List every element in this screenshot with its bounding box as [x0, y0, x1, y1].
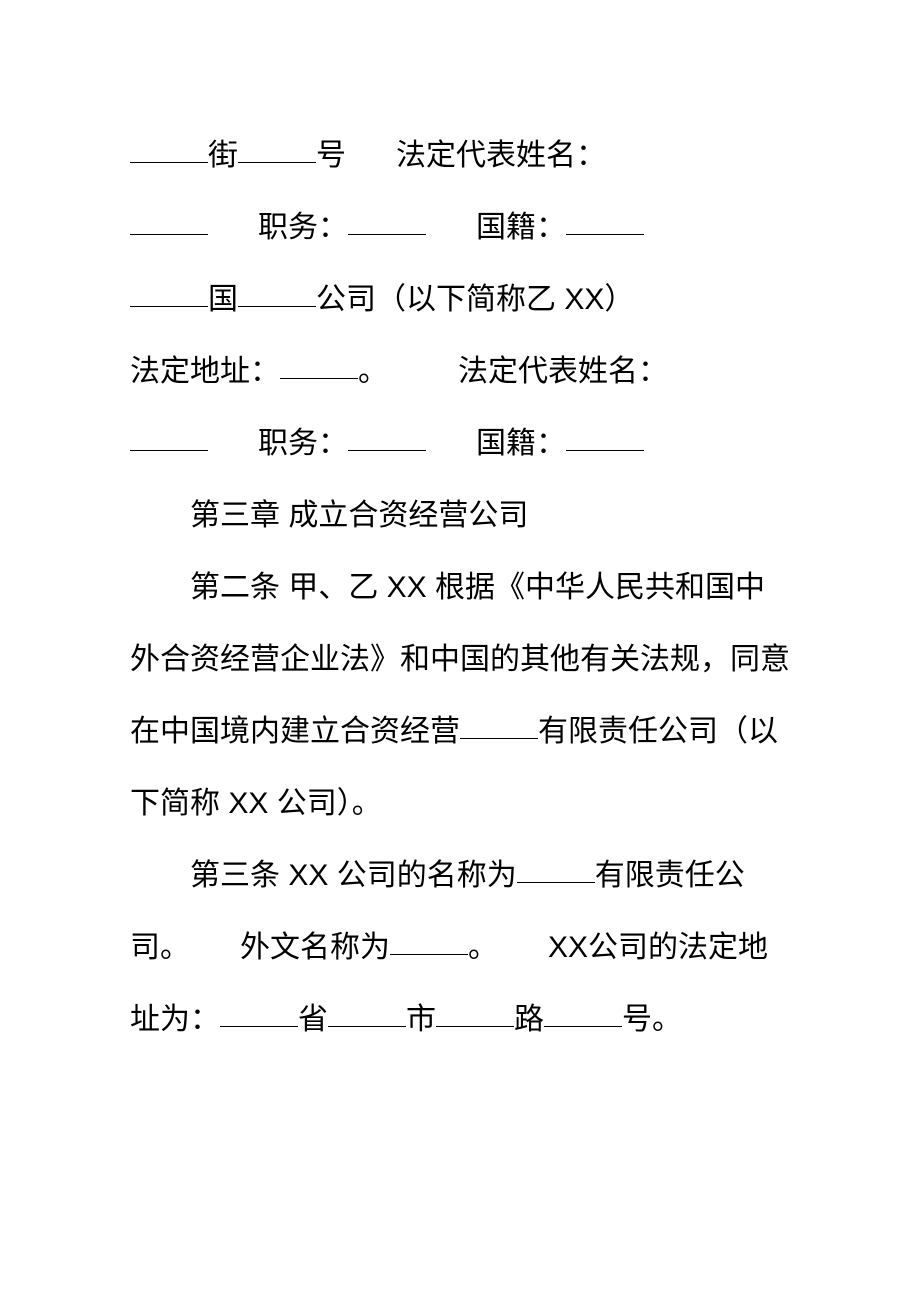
- text: 第三条 XX 公司的名称为: [190, 859, 517, 892]
- text: 职务：: [258, 427, 348, 460]
- text: 号: [316, 139, 346, 172]
- blank-addr: [280, 352, 358, 379]
- article-2: 第二条 甲、乙 XX 根据《中华人民共和国中外合资经营企业法》和中国的其他有关法…: [130, 552, 790, 840]
- blank-country: [130, 280, 208, 307]
- text: 外文名称为: [240, 931, 390, 964]
- blank-road: [436, 1000, 514, 1027]
- text: 。: [358, 355, 388, 388]
- text: 国籍：: [476, 427, 566, 460]
- line-legaladdr: 法定地址： 。 法定代表姓名：: [130, 336, 790, 408]
- blank-jv: [460, 712, 538, 739]
- line-rep2: 职务： 国籍：: [130, 408, 790, 480]
- blank-nationality: [566, 208, 644, 235]
- text: 路: [514, 1003, 544, 1036]
- blank-city: [328, 1000, 406, 1027]
- text: 第三章 成立合资经营公司: [190, 499, 528, 532]
- blank-foreign: [390, 928, 468, 955]
- blank-prov: [220, 1000, 298, 1027]
- chapter-heading: 第三章 成立合资经营公司: [130, 480, 790, 552]
- text: 国: [208, 283, 238, 316]
- blank-company: [238, 280, 316, 307]
- blank-no: [544, 1000, 622, 1027]
- blank-coname: [517, 856, 595, 883]
- blank-nationality2: [566, 424, 644, 451]
- blank-number: [238, 136, 316, 163]
- blank-name: [130, 208, 208, 235]
- blank-position2: [348, 424, 426, 451]
- text: 法定代表姓名：: [458, 355, 668, 388]
- text: 职务：: [258, 211, 348, 244]
- text: 市: [406, 1003, 436, 1036]
- blank-street: [130, 136, 208, 163]
- blank-name2: [130, 424, 208, 451]
- text: 。: [468, 931, 498, 964]
- text: 街: [208, 139, 238, 172]
- line-address: 街 号 法定代表姓名：: [130, 120, 790, 192]
- document-body: 街号法定代表姓名： 职务：国籍： 国公司（以下简称乙 XX） 法定地址：。法定代…: [130, 120, 790, 1056]
- text: 法定地址：: [130, 355, 280, 388]
- text: 号。: [622, 1003, 682, 1036]
- text: 公司（以下简称乙 XX）: [316, 283, 634, 316]
- blank-position: [348, 208, 426, 235]
- text: 国籍：: [476, 211, 566, 244]
- line-country: 国 公司（以下简称乙 XX）: [130, 264, 790, 336]
- text: 省: [298, 1003, 328, 1036]
- line-rep1: 职务： 国籍：: [130, 192, 790, 264]
- text: 法定代表姓名：: [396, 139, 606, 172]
- article-3: 第三条 XX 公司的名称为有限责任公司。外文名称为。XX公司的法定地址为：省市路…: [130, 840, 790, 1056]
